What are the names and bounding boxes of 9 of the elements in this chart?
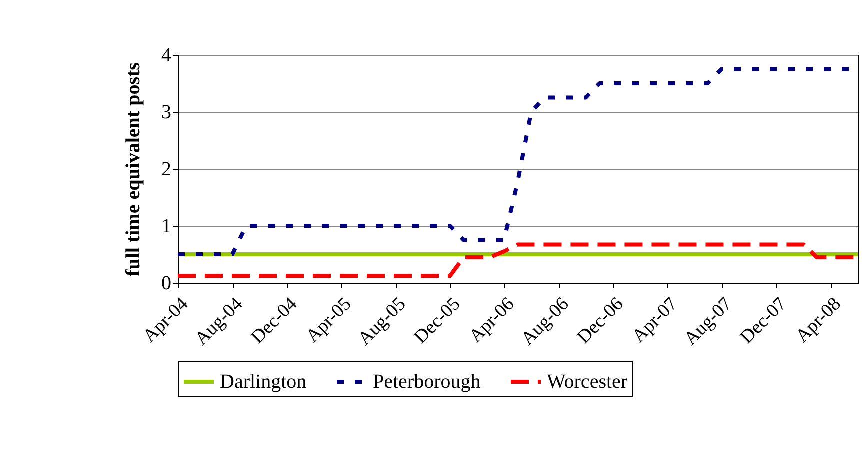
legend-label: Darlington [220,371,307,393]
y-tick-label: 3 [162,102,172,124]
legend-label: Peterborough [373,371,481,393]
y-tick-label: 2 [162,158,172,180]
y-axis-title: full time equivalent posts [122,62,144,276]
y-tick-label: 1 [162,216,172,238]
y-tick-label: 0 [162,272,172,294]
y-tick-label: 4 [162,44,172,66]
legend-label: Worcester [547,371,628,393]
